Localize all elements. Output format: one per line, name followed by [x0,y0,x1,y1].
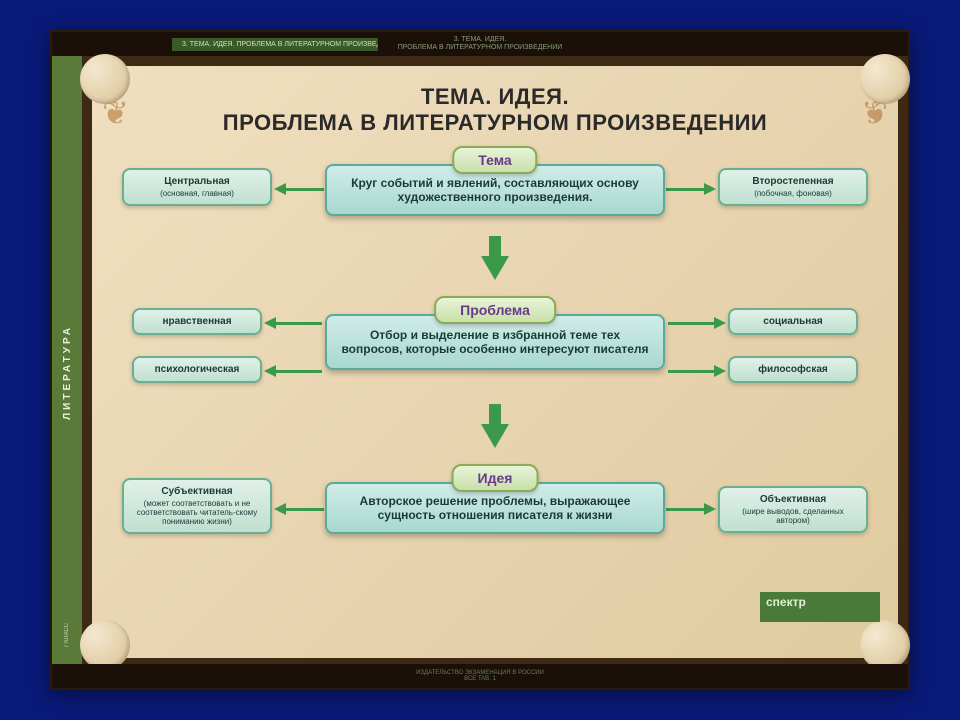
box-problema-right1: социальная [728,308,858,335]
box-idea-left: Субъективная (может соответствовать и не… [122,478,272,534]
footer-text: ИЗДАТЕЛЬСТВО ЭКЗАМЕНАЦИЯ В РОССИИ ВСЕ TA… [416,670,544,682]
arrow-icon [284,508,324,511]
title-line2: ПРОБЛЕМА В ЛИТЕРАТУРНОМ ПРОИЗВЕДЕНИИ [132,110,858,136]
header-bar: 3. ТЕМА. ИДЕЯ. ПРОБЛЕМА В ЛИТЕРАТУРНОМ П… [52,32,908,56]
label-idea: Идея [452,464,539,492]
label-tema: Тема [452,146,537,174]
arrow-icon [666,508,706,511]
arrow-down-icon [481,256,509,280]
label-problema: Проблема [434,296,556,324]
header-tab: 3. ТЕМА. ИДЕЯ. ПРОБЛЕМА В ЛИТЕРАТУРНОМ П… [172,38,411,51]
box-problema-left1: нравственная [132,308,262,335]
arrow-down-icon [481,424,509,448]
title-line1: ТЕМА. ИДЕЯ. [132,84,858,110]
page-title: ТЕМА. ИДЕЯ. ПРОБЛЕМА В ЛИТЕРАТУРНОМ ПРОИ… [92,66,898,146]
arrow-icon [666,188,706,191]
box-problema-left2: психологическая [132,356,262,383]
parchment: ❦ ❦ ТЕМА. ИДЕЯ. ПРОБЛЕМА В ЛИТЕРАТУРНОМ … [92,66,898,658]
sidebar-subtitle: 7 КЛАСС [64,623,70,648]
ornament-icon: ❦ [102,94,162,130]
box-tema-left: Центральная (основная, главная) [122,168,272,206]
arrow-icon [274,370,322,373]
arrow-icon [668,322,716,325]
sidebar-title: ЛИТЕРАТУРА [62,325,73,420]
arrow-icon [668,370,716,373]
flowchart: Тема Круг событий и явлений, составляющи… [92,146,898,636]
publisher-logo: спектр [760,592,880,622]
sidebar: ЛИТЕРАТУРА 7 КЛАСС [52,56,82,688]
arrow-icon [274,322,322,325]
poster-frame: 3. ТЕМА. ИДЕЯ. ПРОБЛЕМА В ЛИТЕРАТУРНОМ П… [50,30,910,690]
box-tema-right: Второстепенная (побочная, фоновая) [718,168,868,206]
ornament-icon: ❦ [828,94,888,130]
box-problema-right2: философская [728,356,858,383]
footer-bar: ИЗДАТЕЛЬСТВО ЭКЗАМЕНАЦИЯ В РОССИИ ВСЕ TA… [52,664,908,688]
header-center: 3. ТЕМА. ИДЕЯ. ПРОБЛЕМА В ЛИТЕРАТУРНОМ П… [378,34,583,55]
arrow-icon [284,188,324,191]
box-idea-right: Объективная (шире выводов, сделанных авт… [718,486,868,533]
